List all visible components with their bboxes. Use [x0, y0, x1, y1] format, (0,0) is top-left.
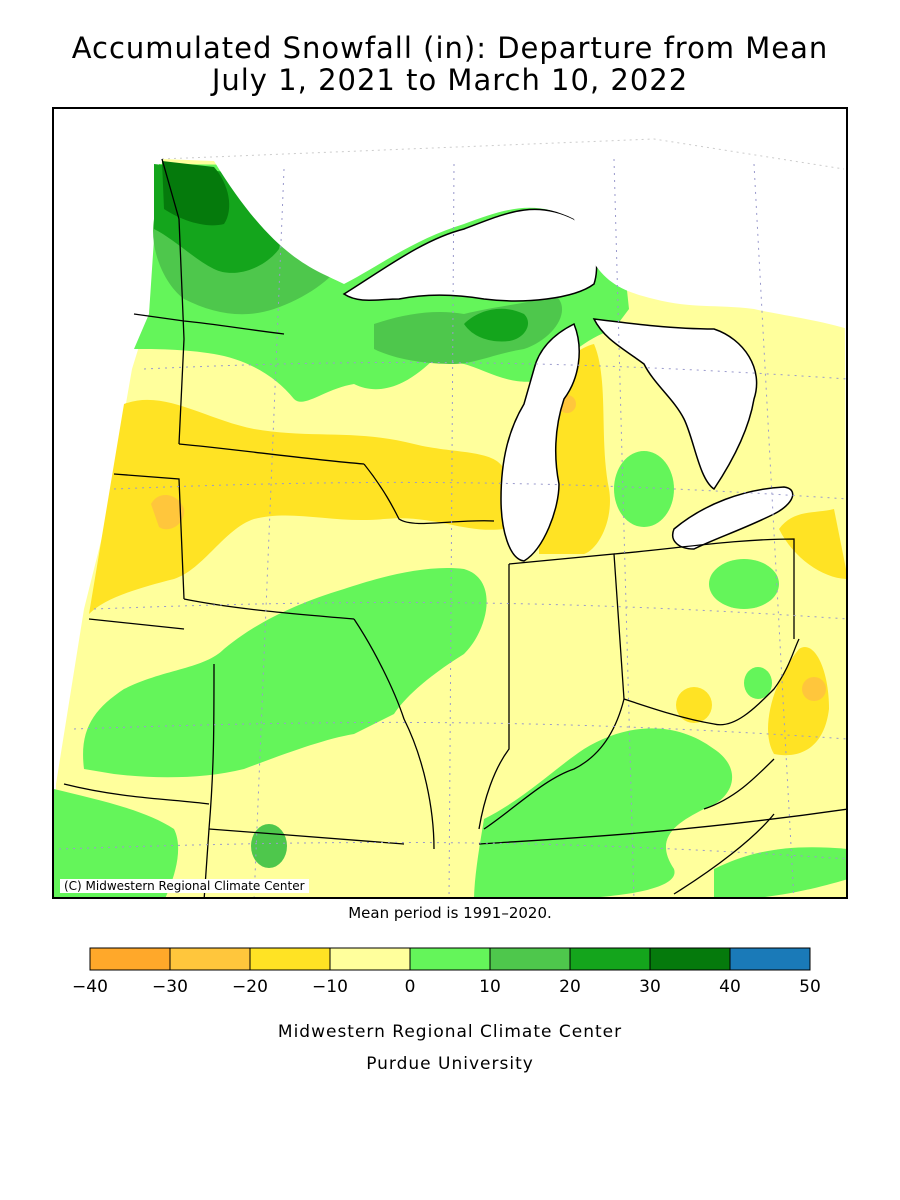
legend-tick-label: 40	[719, 977, 741, 997]
legend-bin	[329, 947, 411, 971]
zone-ky-spot	[676, 687, 712, 723]
legend-tick-labels: −40 −30 −20 −10 0 10 20 30 40 50	[72, 977, 821, 997]
mean-period-note: Mean period is 1991–2020.	[348, 904, 552, 922]
legend-bin	[489, 947, 571, 971]
zone-20-to-30-up	[464, 308, 529, 342]
color-legend: −40 −30 −20 −10 0 10 20 30 40 50	[72, 947, 821, 997]
legend-bins	[89, 947, 811, 971]
map-title: Accumulated Snowfall (in): Departure fro…	[71, 31, 829, 65]
legend-tick-label: 20	[559, 977, 581, 997]
legend-bin	[729, 947, 811, 971]
canada-area	[149, 109, 846, 329]
legend-tick-label: −10	[312, 977, 348, 997]
zone-ar-spot	[251, 824, 287, 868]
lake-michigan	[500, 322, 580, 562]
legend-bin	[409, 947, 491, 971]
map-svg	[54, 109, 846, 897]
footer-university: Purdue University	[366, 1054, 534, 1074]
legend-bin	[649, 947, 731, 971]
legend-tick-label: 30	[639, 977, 661, 997]
zone-30-to-40-north	[162, 161, 230, 226]
zone-0-to-10-south	[474, 728, 733, 897]
legend-tick-label: 0	[405, 977, 416, 997]
map-credit: (C) Midwestern Regional Climate Center	[60, 879, 309, 893]
zone-oh-small-green	[744, 667, 772, 699]
legend-tick-label: −40	[72, 977, 108, 997]
legend-bin	[569, 947, 651, 971]
zone-minus-20-to-30-spots	[151, 494, 185, 530]
state-borders	[63, 158, 846, 897]
zone-0-to-10-sw	[54, 789, 179, 897]
graticule-top	[161, 138, 845, 170]
legend-tick-label: 10	[479, 977, 501, 997]
legend-tick-label: −30	[152, 977, 188, 997]
legend-bin	[249, 947, 331, 971]
legend-tick-label: −20	[232, 977, 268, 997]
footer-organization: Midwestern Regional Climate Center	[277, 1022, 623, 1042]
zone-0-to-10-se	[714, 847, 846, 897]
zone-minus-10-to-20-north	[89, 399, 504, 614]
graticule	[58, 158, 846, 897]
lake-huron	[592, 318, 758, 491]
legend-bin	[89, 947, 171, 971]
zone-oh-green	[709, 559, 779, 609]
zone-0-to-10-central	[83, 568, 487, 778]
lake-superior	[342, 208, 598, 302]
snowfall-departure-map: (C) Midwestern Regional Climate Center	[52, 107, 848, 899]
zone-mi-green	[614, 451, 674, 527]
zone-minus-10-to-20-ne	[779, 509, 846, 579]
legend-tick-label: 50	[799, 977, 821, 997]
legend-bin	[169, 947, 251, 971]
zone-oh-spot	[802, 677, 826, 701]
lake-erie	[672, 486, 794, 550]
map-date-range: July 1, 2021 to March 10, 2022	[211, 63, 689, 97]
